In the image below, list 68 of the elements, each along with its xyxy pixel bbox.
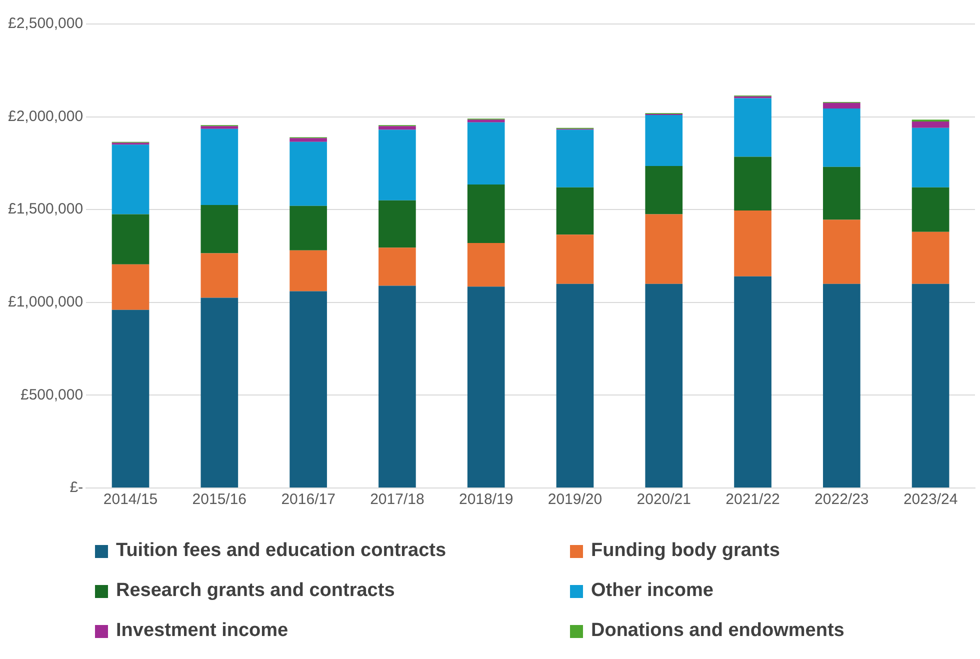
bar [378,248,416,286]
bar [467,184,505,244]
bar [822,284,860,488]
bar [467,243,505,287]
y-tick-label: £2,000,000 [8,108,84,125]
legend-label: Funding body grants [591,540,780,562]
bar [378,126,416,130]
x-tick-label: 2023/24 [903,491,958,508]
bar [200,126,238,129]
bar [378,286,416,488]
bar [556,284,594,488]
bar [734,156,772,211]
bar [645,284,683,488]
bar [912,121,950,128]
bar [200,128,238,205]
bar [645,214,683,284]
y-tick-label: £- [70,479,84,496]
x-tick-label: 2016/17 [281,491,336,508]
bar [467,122,505,185]
x-tick-label: 2021/22 [726,491,780,508]
bar [290,250,327,292]
bar [378,130,416,200]
x-tick-label: 2020/21 [636,491,691,508]
bar [467,286,505,488]
bar [200,253,238,298]
bar [556,234,594,284]
bar [912,284,950,488]
bar [822,166,860,220]
bar [556,187,594,235]
bar [822,220,860,284]
bar [200,204,238,254]
legend-label: Donations and endowments [591,620,844,642]
bar [734,276,772,488]
bar [822,102,860,108]
x-tick-label: 2018/19 [458,491,514,508]
y-tick-label: £2,500,000 [8,15,84,32]
legend-label: Tuition fees and education contracts [116,540,446,562]
bar [290,291,327,488]
bar [912,232,950,284]
bar [112,144,150,214]
bar [645,114,683,166]
x-tick-label: 2019/20 [548,491,602,508]
bar [112,214,150,264]
bar [378,200,416,248]
bar [556,130,594,188]
bar [112,310,150,488]
x-tick-label: 2015/16 [192,491,247,508]
legend-label: Other income [591,580,714,602]
bar [912,187,950,232]
x-tick-label: 2014/15 [103,491,158,508]
bar [467,120,505,122]
bar [912,128,950,188]
y-tick-label: £1,500,000 [8,200,84,218]
bar [734,210,772,276]
bar [645,166,683,214]
legend-label: Investment income [116,620,288,642]
bar [290,138,327,142]
legend-label: Research grants and contracts [116,580,395,602]
y-tick-label: £1,000,000 [8,294,84,311]
bar [112,264,150,310]
x-tick-label: 2017/18 [370,491,424,508]
bar [290,206,327,250]
bar [290,142,327,206]
bar [734,98,772,157]
x-tick-label: 2022/23 [814,491,869,508]
bar [200,298,238,488]
y-tick-label: £500,000 [20,386,84,404]
bar [822,108,860,167]
